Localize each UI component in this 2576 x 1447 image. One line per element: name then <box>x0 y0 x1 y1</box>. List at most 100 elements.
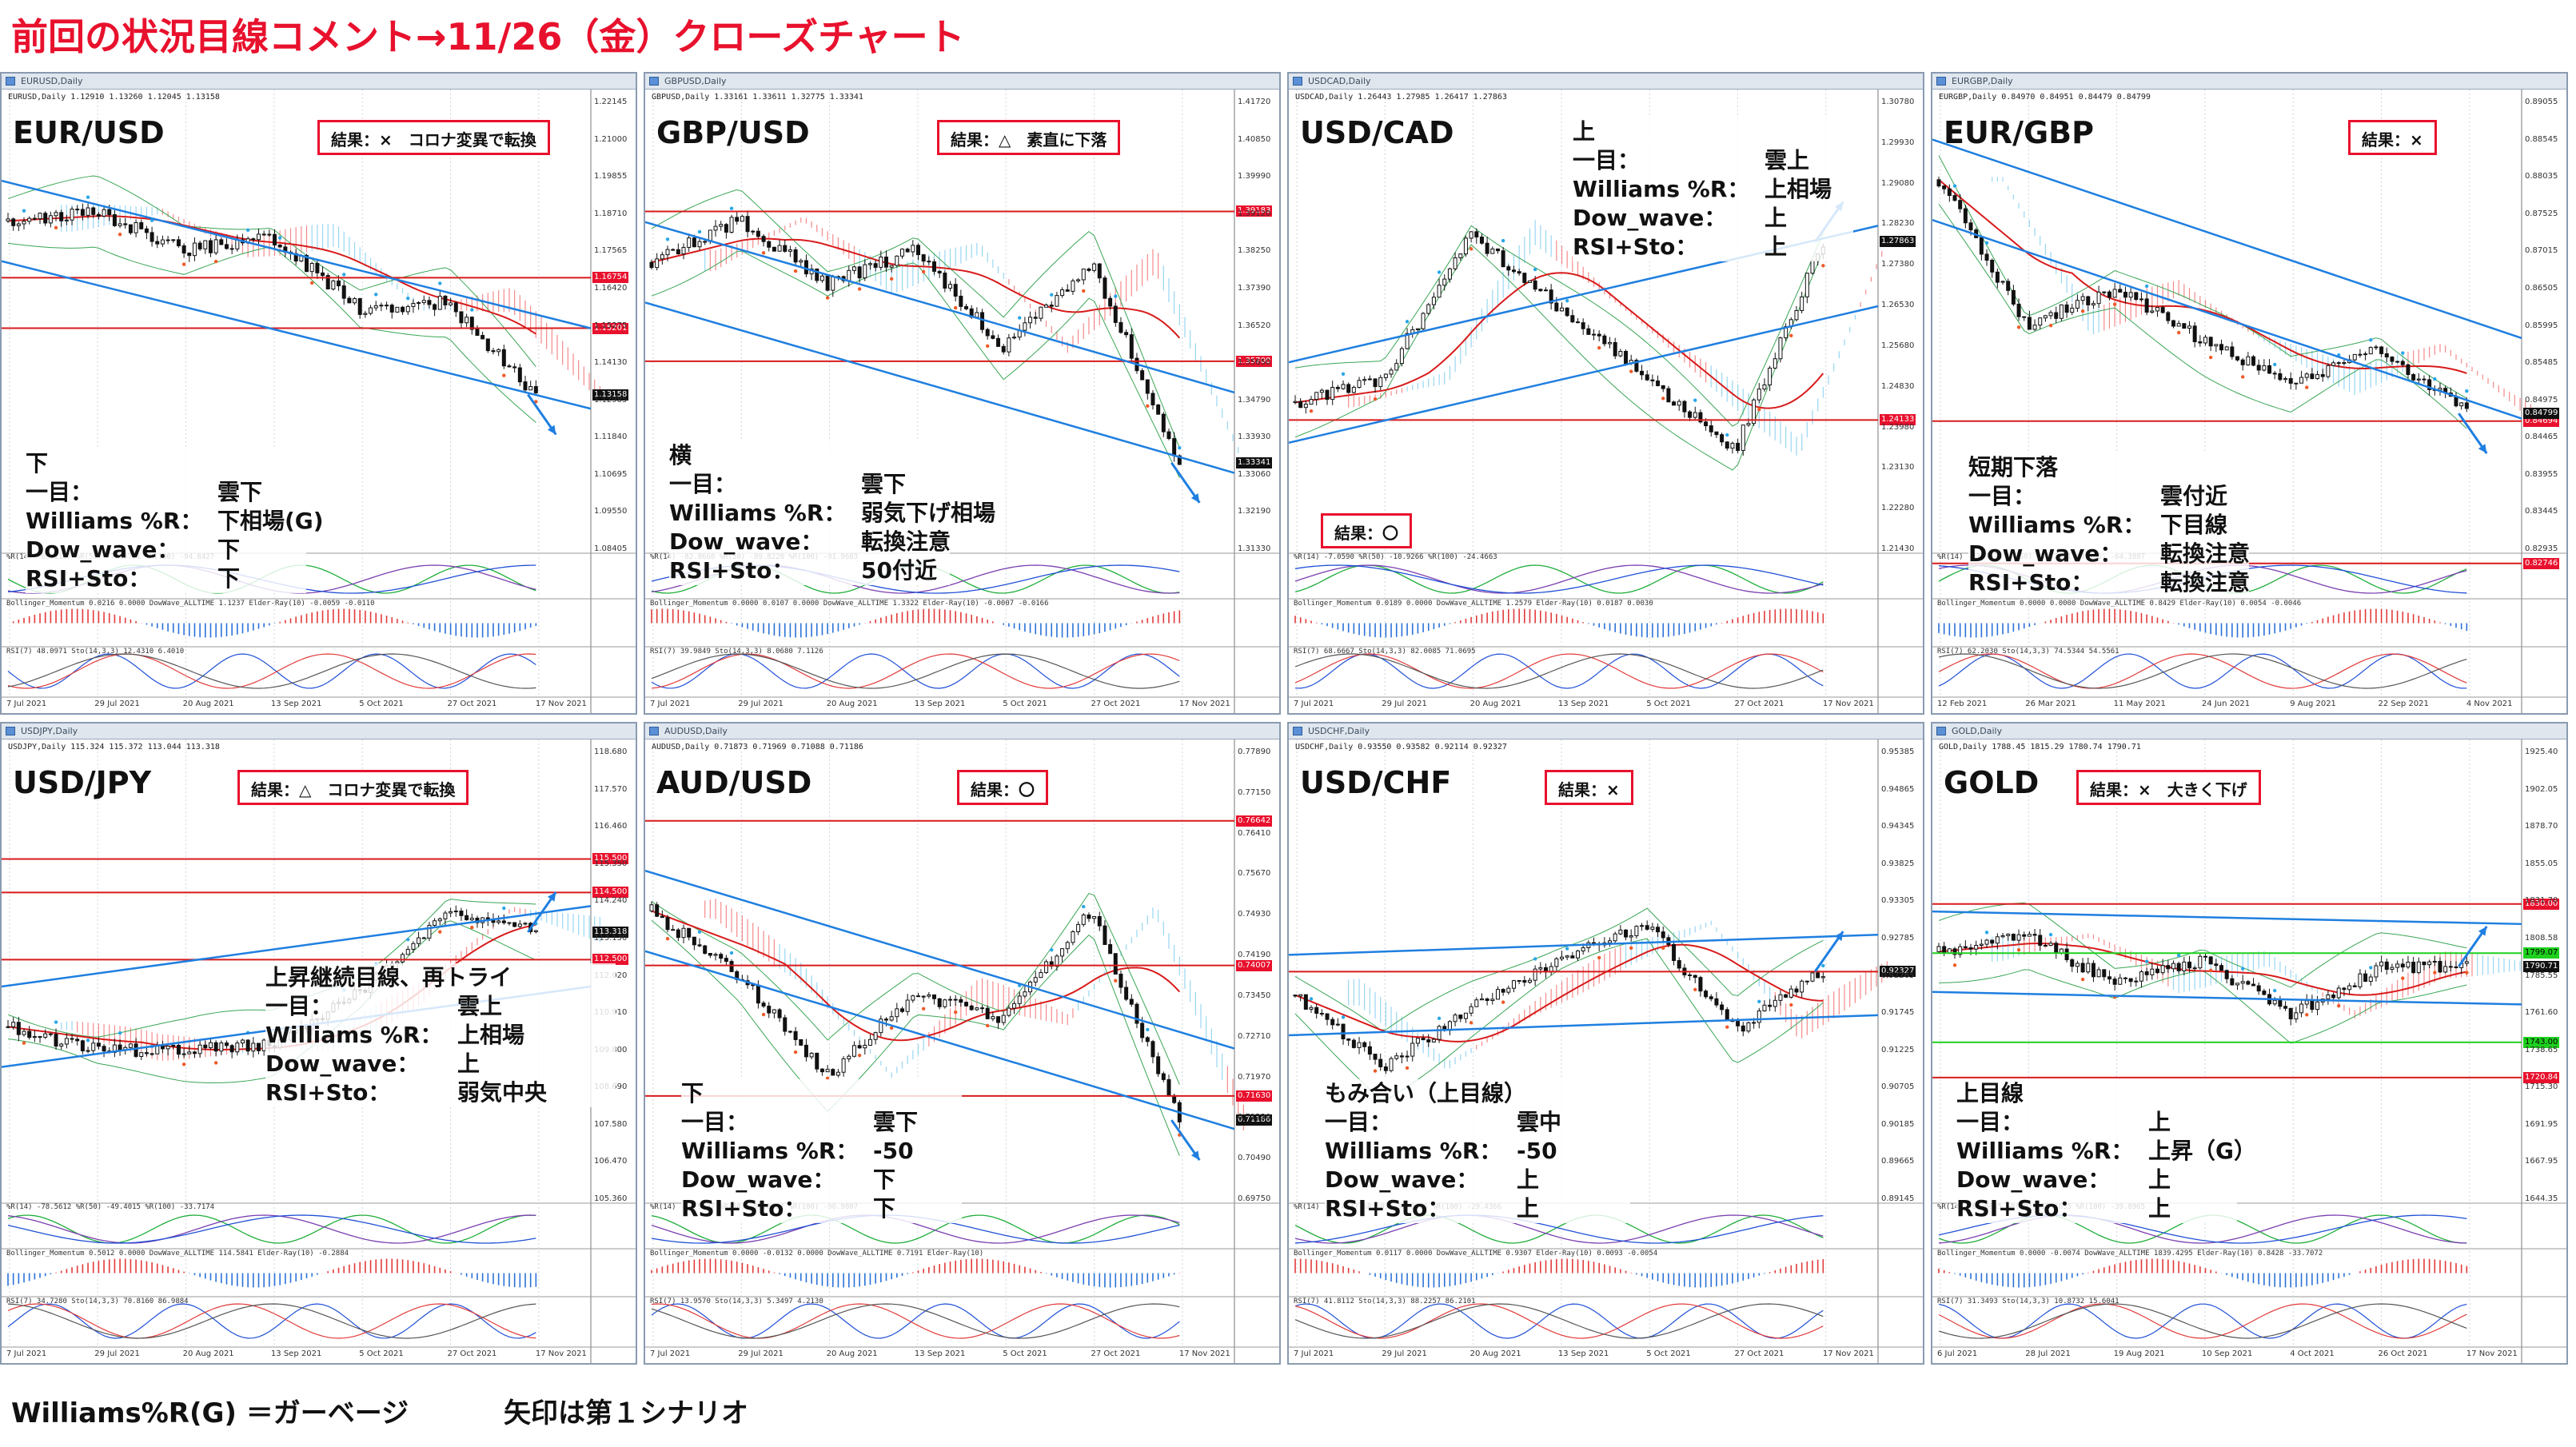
bollinger-lower-band <box>651 919 1180 1156</box>
chart-window-titlebar[interactable]: EURGBP,Daily <box>1932 74 2566 90</box>
candle-body <box>469 917 474 921</box>
candle-body <box>1730 442 1735 449</box>
chart-panel-usdjpy[interactable]: USDJPY,Daily 115.500 114.500 112.500 113.318… <box>0 722 637 1365</box>
candle-body <box>139 221 144 229</box>
analysis-heading: 短期下落 <box>1968 454 2059 480</box>
bollinger-lower-band <box>7 242 536 423</box>
chart-panel-gold[interactable]: GOLD,Daily 1830.00 1799.07 1743.00 1720.84 17… <box>1931 722 2568 1365</box>
ohlc-readout: AUDUSD,Daily 0.71873 0.71969 0.71088 0.7… <box>652 743 863 751</box>
candle-body <box>235 239 240 249</box>
parabolic-sar-dot <box>1629 369 1633 373</box>
candle-body <box>1800 296 1804 311</box>
candle-body <box>2384 961 2389 971</box>
candle-body <box>1810 260 1815 274</box>
price-axis-tick: 1.19855 <box>594 172 628 181</box>
candle-body <box>1501 250 1505 268</box>
current-price-tag: 0.71186 <box>1236 1114 1273 1126</box>
candle-body <box>1746 1022 1751 1032</box>
candle-body <box>1772 358 1777 369</box>
indicator-label: Bollinger_Momentum 0.0216 0.0000 DowWave… <box>6 600 375 608</box>
parabolic-sar-dot <box>921 1007 926 1011</box>
chart-window-titlebar[interactable]: GBPUSD,Daily <box>645 74 1279 90</box>
candle-body <box>1017 995 1022 1004</box>
candle-body <box>2315 374 2320 380</box>
chart-panel-audusd[interactable]: AUDUSD,Daily 0.76642 0.74007 0.71630 0.71186… <box>644 722 1281 1365</box>
candle-body <box>1517 271 1521 274</box>
candle-body <box>1113 953 1118 975</box>
candle-body <box>38 213 42 220</box>
candle-body <box>203 240 208 249</box>
price-axis-tick: 1.38250 <box>1238 246 1271 256</box>
chart-window-titlebar[interactable]: USDCHF,Daily <box>1289 724 1923 739</box>
candle-body <box>2038 935 2043 947</box>
parabolic-sar-dot <box>22 1041 26 1045</box>
candle-body <box>1150 393 1155 406</box>
analysis-row-label: Williams %R： <box>669 500 847 526</box>
candle-body <box>1394 363 1399 371</box>
candle-body <box>1140 370 1145 381</box>
candle-body <box>703 241 708 243</box>
chart-panel-gbpusd[interactable]: GBPUSD,Daily 1.39183 1.35700 1.33341 %R(14) … <box>644 72 1281 715</box>
candle-body <box>187 253 192 257</box>
parabolic-sar-dot <box>2208 968 2213 973</box>
trend-channel <box>645 221 1235 474</box>
candle-body <box>1357 1042 1362 1048</box>
time-axis-tick: 4 Nov 2021 <box>2466 700 2513 708</box>
candle-body <box>1012 1003 1017 1009</box>
candle-body <box>1725 441 1729 449</box>
candle-body <box>1624 929 1629 938</box>
candle-body <box>2070 959 2075 967</box>
moving-average-line <box>651 910 1181 1042</box>
price-axis-tick: 0.94865 <box>1881 784 1915 794</box>
parabolic-sar-dot <box>1629 946 1633 950</box>
candle-body <box>1816 972 1820 979</box>
rsi-stoch-lines <box>1294 653 1824 689</box>
candle-body <box>2288 378 2293 384</box>
candle-body <box>847 1055 851 1059</box>
price-axis-tick: 115.350 <box>594 859 628 868</box>
chart-panel-eurusd[interactable]: EURUSD,Daily 1.16754 1.15201 1.13158 %R(14) … <box>0 72 637 715</box>
price-axis-tick: 0.82935 <box>2525 544 2558 553</box>
chart-window-titlebar[interactable]: AUDUSD,Daily <box>645 724 1279 739</box>
time-axis-tick: 4 Oct 2021 <box>2290 1349 2335 1358</box>
price-axis-tick: 114.240 <box>594 896 628 906</box>
candle-body <box>54 1034 58 1047</box>
analysis-row-label: RSI+Sto： <box>1956 1195 2082 1222</box>
price-axis-tick: 1738.65 <box>2525 1045 2558 1054</box>
candle-body <box>1581 947 1585 952</box>
parabolic-sar-dot <box>825 296 830 300</box>
chart-window-titlebar[interactable]: EURUSD,Daily <box>2 74 636 90</box>
candle-body <box>1560 956 1564 959</box>
level-price-tag: 0.74007 <box>1236 959 1273 971</box>
candle-body <box>1565 307 1569 317</box>
candle-body <box>118 1044 122 1050</box>
candle-body <box>1437 285 1442 298</box>
parabolic-sar-dot <box>2433 971 2437 975</box>
chart-panel-usdcad[interactable]: USDCAD,Daily 1.24133 1.27863 %R(14) -7.0590… <box>1287 72 1924 715</box>
price-axis-tick: 0.71230 <box>1238 1113 1271 1122</box>
moving-average-line <box>1938 943 2467 996</box>
candle-body <box>1666 388 1671 403</box>
candle-body <box>1527 979 1532 983</box>
candle-body <box>251 1042 256 1052</box>
price-axis-tick: 1.14130 <box>594 358 628 368</box>
candle-body <box>2299 1003 2304 1014</box>
candle-body <box>1362 1042 1367 1047</box>
candle-body <box>2027 934 2032 937</box>
parabolic-sar-dot <box>857 287 862 291</box>
trend-channel <box>1289 934 1879 1037</box>
candle-body <box>2000 281 2005 283</box>
candle-body <box>2304 373 2309 378</box>
chart-panel-eurgbp[interactable]: EURGBP,Daily 0.84694 0.82746 0.84799 %R(14) … <box>1931 72 2568 715</box>
candle-body <box>1490 248 1495 254</box>
candle-body <box>2240 359 2245 365</box>
chart-window-titlebar[interactable]: USDJPY,Daily <box>2 724 636 739</box>
candle-body <box>219 239 224 245</box>
analysis-row: Williams %R： 下目線 <box>1968 511 2227 540</box>
current-price-tag: 0.92327 <box>1880 966 1916 978</box>
chart-window-titlebar[interactable]: GOLD,Daily <box>1932 724 2566 739</box>
time-axis-tick: 20 Aug 2021 <box>182 700 234 708</box>
candle-body <box>916 245 920 256</box>
chart-window-titlebar[interactable]: USDCAD,Daily <box>1289 74 1923 90</box>
